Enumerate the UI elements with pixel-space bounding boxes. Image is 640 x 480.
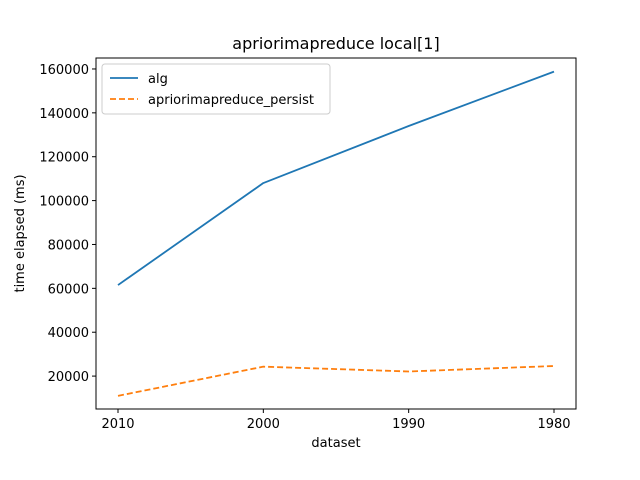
y-tick-label: 120000: [39, 151, 89, 166]
y-tick-label: 100000: [39, 195, 89, 210]
plot-area: [95, 57, 577, 410]
y-tick-label: 140000: [39, 107, 89, 122]
legend-label-1: apriorimapreduce_persist: [148, 93, 314, 108]
y-tick-label: 20000: [48, 370, 89, 385]
x-tick-label: 1980: [537, 417, 570, 432]
legend-box: [101, 63, 331, 115]
x-tick-label: 2010: [101, 417, 134, 432]
y-tick-label: 60000: [48, 282, 89, 297]
series-layer: [117, 70, 555, 397]
series-line-0: [117, 70, 555, 286]
legend: alg apriorimapreduce_persist: [101, 63, 331, 115]
y-tick-label: 80000: [48, 238, 89, 253]
chart-title: apriorimapreduce local[1]: [232, 34, 439, 53]
legend-label-0: alg: [148, 72, 168, 87]
x-axis: 2010 2000 1990 1980: [101, 409, 571, 432]
x-tick-label: 2000: [247, 417, 280, 432]
y-axis-label: time elapsed (ms): [13, 174, 28, 292]
plot-frame: [95, 57, 577, 410]
series-line-1: [117, 365, 555, 397]
x-tick-label: 1990: [392, 417, 425, 432]
y-tick-label: 40000: [48, 326, 89, 341]
x-axis-label: dataset: [311, 436, 360, 451]
y-tick-label: 160000: [39, 63, 89, 78]
y-axis: 20000 40000 60000 80000 100000 120000 140000 16…: [39, 63, 96, 385]
